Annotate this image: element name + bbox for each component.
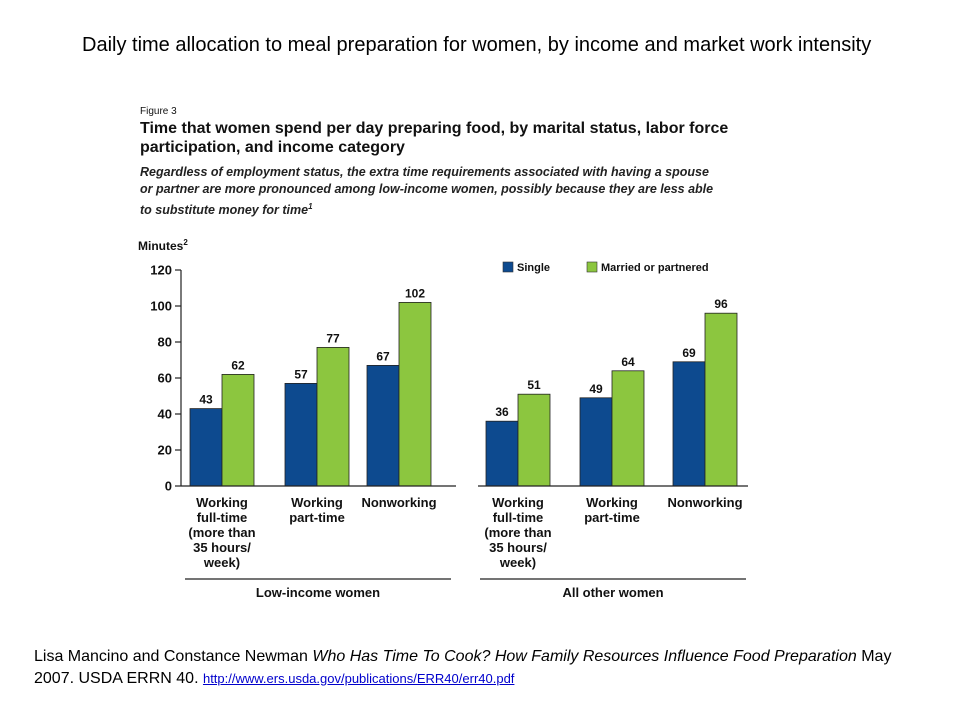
data-label: 49 [589,382,603,396]
x-tick-label: full-time [493,510,544,525]
y-tick-label: 80 [158,335,172,350]
data-label: 77 [326,331,340,345]
bar-single-2 [366,364,400,487]
y-tick-label: 20 [158,443,172,458]
x-tick-label: full-time [197,510,248,525]
x-tick-label: (more than [484,525,551,540]
y-axis-label: Minutes2 [138,238,188,253]
data-label: 51 [527,378,541,392]
bar-married-0 [221,373,255,487]
data-label: 43 [199,393,213,407]
x-tick-label: Working [586,495,638,510]
figure-subtitle-footnote: 1 [308,202,313,211]
data-label: 102 [405,286,425,300]
legend-label-0: Single [517,262,550,274]
figure-subtitle-text: Regardless of employment status, the ext… [140,165,714,218]
x-tick-label: (more than [188,525,255,540]
x-tick-label: week) [499,555,536,570]
x-tick-label: part-time [584,510,640,525]
bar-chart: Minutes2 0 20 40 60 80 100 120 Single Married or … [138,238,748,600]
data-label: 64 [621,355,635,369]
bar-single-5 [672,361,706,487]
y-tick-label: 120 [150,263,172,278]
y-tick-label: 0 [165,479,172,494]
group-label: Low-income women [256,585,380,600]
citation-title: Who Has Time To Cook? How Family Resourc… [312,648,857,665]
data-label: 36 [495,405,509,419]
figure-label: Figure 3 [140,106,177,117]
y-tick-label: 60 [158,371,172,386]
citation-link[interactable]: http://www.ers.usda.gov/publications/ERR… [202,671,515,686]
data-label: 57 [294,367,308,381]
data-label: 96 [714,297,728,311]
bar-married-3 [517,393,551,487]
x-tick-label: Nonworking [667,495,742,510]
bar-married-4 [611,370,645,487]
legend-swatch-0 [502,261,514,273]
bar-single-3 [485,420,519,487]
legend-swatch-1 [586,261,598,273]
citation-authors: Lisa Mancino and Constance Newman [34,648,313,665]
bar-single-0 [189,408,223,487]
citation: Lisa Mancino and Constance Newman Who Ha… [34,646,934,690]
y-tick-label: 100 [150,299,172,314]
citation-details: May 2007. USDA ERRN 40. [34,648,892,687]
x-tick-label: 35 hours/ [489,540,547,555]
x-tick-label: Nonworking [361,495,436,510]
x-tick-label: Working [492,495,544,510]
y-axis-label-footnote: 2 [183,238,188,247]
x-tick-label: 35 hours/ [193,540,251,555]
legend-label-1: Married or partnered [601,262,709,274]
bar-married-1 [316,346,350,487]
data-label: 69 [682,346,696,360]
bar-single-4 [579,397,613,487]
x-tick-label: Working [291,495,343,510]
figure-subtitle: Regardless of employment status, the ext… [140,164,720,219]
figure: Figure 3 Time that women spend per day p… [138,102,778,612]
slide-title: Daily time allocation to meal preparatio… [82,34,872,56]
data-label: 67 [376,349,390,363]
x-tick-label: Working [196,495,248,510]
y-tick-label: 40 [158,407,172,422]
figure-title: Time that women spend per day preparing … [140,120,729,156]
group-label: All other women [562,585,663,600]
x-tick-label: week) [203,555,240,570]
bar-married-5 [704,312,738,487]
data-label: 62 [231,358,245,372]
x-tick-label: part-time [289,510,345,525]
bar-single-1 [284,382,318,487]
bar-married-2 [398,301,432,487]
